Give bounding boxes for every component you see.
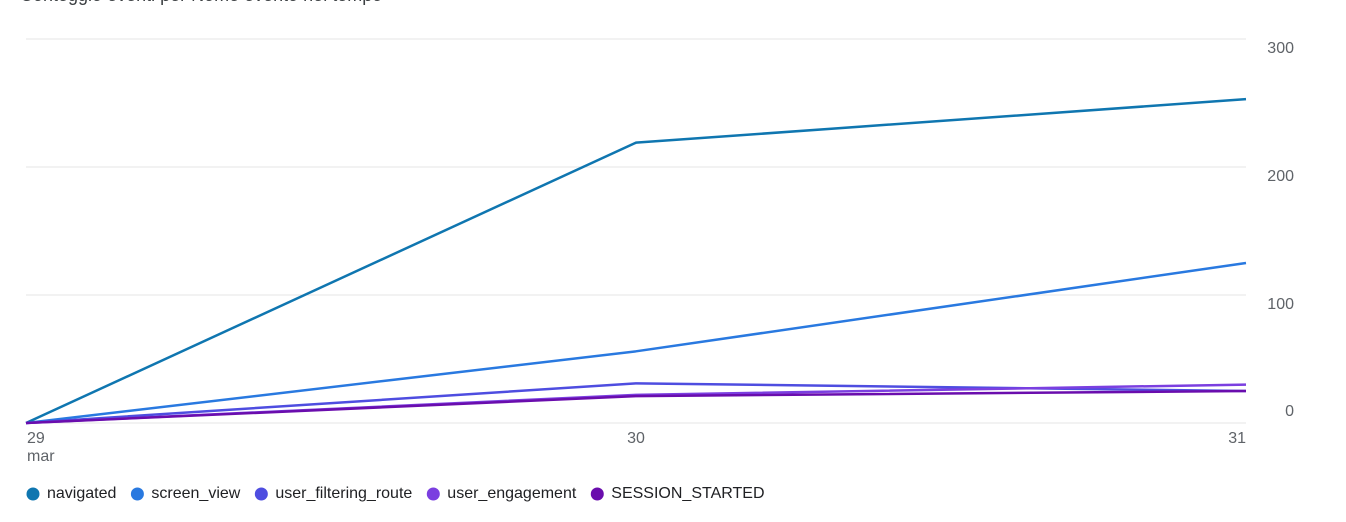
y-tick-label: 0 [1285,403,1294,420]
legend-label: user_filtering_route [275,485,412,502]
legend-marker [590,487,604,501]
series-line [25,97,1247,425]
y-tick-label: 100 [1267,296,1294,313]
y-tick-label: 300 [1267,40,1294,57]
y-tick-label: 200 [1267,168,1294,185]
x-tick-label: 30 [627,430,645,447]
x-tick-label: 29 [27,430,45,447]
x-tick-label: 31 [1228,430,1246,447]
series-line [25,382,1247,425]
x-sublabel: mar [27,448,55,465]
series-line [25,389,1247,425]
series-line [25,383,1247,425]
legend-label: navigated [47,485,116,502]
legend-marker [426,487,440,501]
legend-marker [130,487,144,501]
legend-label: screen_view [151,485,240,502]
legend-marker [254,487,268,501]
series-line [25,261,1247,425]
legend-marker [26,487,40,501]
legend-label: SESSION_STARTED [611,485,764,502]
legend-label: user_engagement [447,485,577,502]
chart-title: Conteggio eventi per Nome evento nel tem… [20,0,382,5]
